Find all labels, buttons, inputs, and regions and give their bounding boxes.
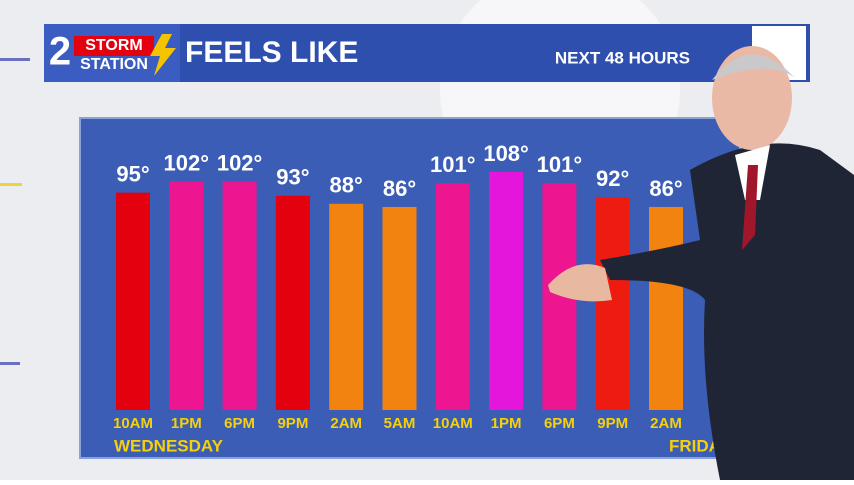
presenter-tie [742,165,758,250]
bar [329,203,364,410]
wall-stripe [0,58,30,61]
x-tick-label: 10AM [433,415,473,432]
value-label: 86° [383,176,416,201]
x-tick-label: 1PM [171,415,202,432]
bar [169,181,204,410]
logo-bottom: STATION [80,56,148,73]
x-tick-label: 5AM [384,415,416,432]
value-label: 101° [430,152,476,177]
bar [382,206,417,410]
x-tick-label: 9PM [277,415,308,432]
chart-title: FEELS LIKE [185,36,358,69]
x-tick-label: 6PM [224,415,255,432]
x-tick-label: 2AM [650,415,682,432]
bar [435,183,470,410]
x-tick-label: 9PM [597,415,628,432]
bar [116,192,150,410]
value-label: 92° [596,166,629,191]
presenter [548,46,854,481]
value-label: 108° [483,141,529,166]
value-label: 102° [164,150,210,175]
chart-subtitle: NEXT 48 HOURS [555,48,690,67]
value-label: 95° [116,161,149,186]
x-tick-label: 2AM [330,415,362,432]
bar [595,197,630,410]
x-tick-label: 10AM [113,415,153,432]
value-label: 93° [276,165,309,190]
logo-top: STORM [85,37,142,54]
wall-stripe [0,362,20,365]
bar [489,171,524,410]
presenter-suit [600,143,854,481]
value-label: 102° [217,150,263,175]
bar [222,181,257,410]
value-label: 101° [537,152,583,177]
x-tick-label: 6PM [544,415,575,432]
bar [649,206,683,410]
logo-bolt [150,34,176,76]
bar [275,195,310,410]
logo-number: 2 [49,30,71,74]
value-label: 88° [330,173,363,198]
logo-band [74,36,154,56]
x-tick-label: 1PM [491,415,522,432]
presenter-hand [548,264,612,302]
wall-stripe [0,183,22,186]
presenter-hair [712,54,795,80]
value-label: 86° [649,176,682,201]
day-label: WEDNESDAY [114,436,224,455]
